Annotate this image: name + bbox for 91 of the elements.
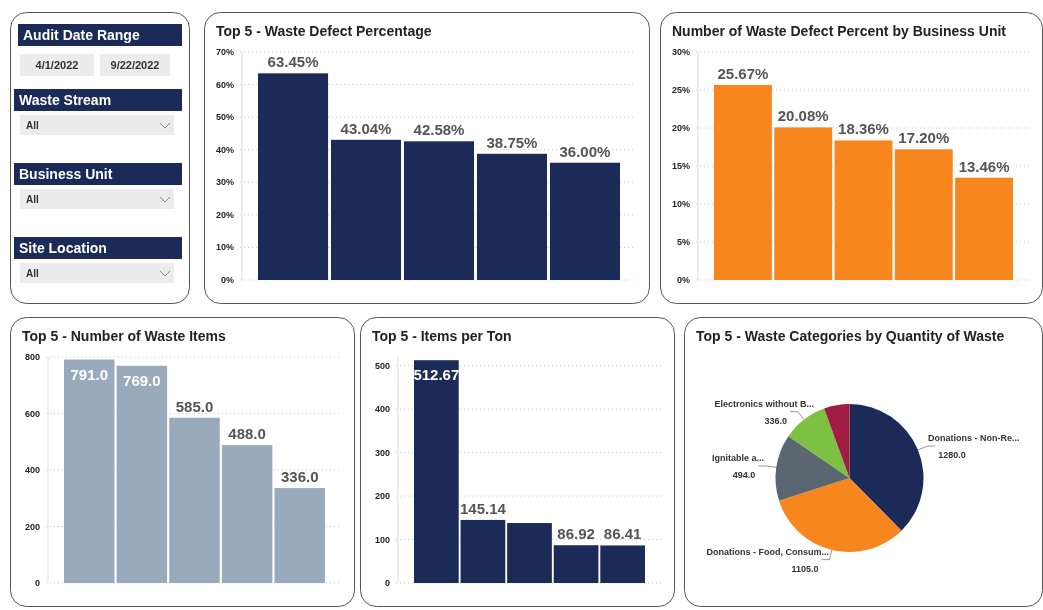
text: Business Unit: [19, 166, 113, 182]
bar: [507, 523, 552, 583]
bar: [414, 360, 459, 583]
y-tick-label: 10%: [215, 242, 234, 253]
text: Site Location: [19, 240, 107, 256]
bar: [330, 139, 402, 280]
data-label: 791.0: [70, 365, 109, 383]
y-tick-label: 5%: [676, 237, 690, 247]
data-label: 42.58%: [413, 121, 465, 139]
data-label: 145.14: [459, 499, 507, 517]
data-label: 86.92: [557, 525, 595, 543]
bar: [714, 84, 772, 280]
bar: [600, 545, 645, 583]
y-tick-label: 100: [374, 534, 390, 545]
y-tick-label: 60%: [215, 79, 234, 90]
chart-title: Top 5 - Number of Waste Items: [22, 328, 227, 344]
chart-title: Top 5 - Waste Defect Percentage: [216, 23, 432, 39]
y-tick-label: 400: [24, 465, 40, 475]
data-label: 20.08%: [777, 107, 829, 125]
bar: [274, 488, 325, 583]
bar: [403, 141, 475, 280]
bar: [894, 149, 953, 280]
y-tick-label: 20%: [671, 123, 690, 133]
y-tick-label: 0: [34, 578, 40, 588]
y-tick-label: 0%: [220, 275, 234, 285]
slice-label: Donations - Food, Consum...: [706, 546, 829, 557]
bar: [116, 365, 168, 583]
y-tick-label: 50%: [215, 112, 234, 123]
chart-title: Top 5 - Items per Ton: [372, 328, 512, 344]
y-tick-label: 500: [374, 360, 390, 371]
y-tick-label: 15%: [671, 161, 690, 171]
data-label: 488.0: [228, 425, 266, 443]
y-tick-label: 10%: [671, 199, 690, 209]
data-label: 585.0: [175, 397, 214, 415]
data-label: 13.46%: [958, 157, 1010, 175]
bar: [955, 177, 1013, 280]
slice-label: Ignitable a...: [711, 452, 764, 463]
y-tick-label: 20%: [215, 209, 234, 220]
y-tick-label: 40%: [215, 144, 234, 155]
pie-slice: [788, 408, 850, 478]
y-tick-label: 0%: [676, 275, 690, 285]
data-label: 512.67: [413, 366, 460, 384]
y-tick-label: 200: [24, 521, 40, 532]
y-tick-label: 800: [24, 352, 40, 362]
bar: [258, 73, 329, 280]
y-tick-label: 25%: [671, 85, 690, 95]
bar: [460, 519, 506, 583]
text: Audit Date Range: [23, 27, 140, 43]
data-label: 38.75%: [486, 133, 538, 151]
bar: [834, 140, 893, 280]
bar: [476, 153, 548, 280]
bar: [553, 545, 599, 583]
data-label: 43.04%: [340, 119, 392, 137]
pie-slice: [775, 436, 850, 501]
text: 9/22/2022: [110, 59, 160, 71]
data-label: 86.41: [603, 525, 642, 543]
text: 4/1/2022: [35, 59, 79, 71]
bar: [169, 417, 220, 583]
text: All: [26, 120, 39, 131]
y-tick-label: 30%: [215, 177, 234, 188]
bar: [774, 127, 833, 280]
y-tick-label: 70%: [215, 47, 234, 57]
pie-slice: [824, 404, 850, 478]
bar: [221, 445, 273, 583]
data-label: 1105.0: [791, 563, 819, 574]
y-tick-label: 400: [374, 404, 390, 415]
text: All: [26, 194, 39, 205]
y-tick-label: 600: [24, 408, 40, 419]
slice-label: Electronics without B...: [714, 398, 814, 409]
data-label: 18.36%: [838, 120, 889, 138]
chart-title: Top 5 - Waste Categories by Quantity of Waste: [696, 328, 1005, 344]
y-tick-label: 300: [374, 447, 390, 458]
text: Waste Stream: [19, 92, 112, 108]
text: All: [26, 268, 39, 279]
data-label: 336.0: [764, 415, 787, 426]
chart-title: Number of Waste Defect Percent by Business Unit: [672, 23, 1007, 39]
data-label: 17.20%: [898, 129, 950, 147]
pie-slice: [849, 404, 924, 531]
slice-label: Donations - Non-Re...: [928, 433, 1020, 444]
y-tick-label: 200: [374, 491, 390, 502]
data-label: 25.67%: [717, 64, 769, 82]
y-tick-label: 30%: [671, 47, 690, 57]
y-tick-label: 0: [384, 578, 390, 588]
data-label: 1280.0: [938, 450, 966, 461]
data-label: 63.45%: [267, 53, 319, 71]
data-label: 336.0: [280, 468, 319, 486]
data-label: 36.00%: [559, 142, 611, 160]
bar: [64, 359, 115, 583]
data-label: 769.0: [123, 371, 161, 389]
bar: [549, 162, 620, 280]
data-label: 494.0: [732, 469, 756, 480]
